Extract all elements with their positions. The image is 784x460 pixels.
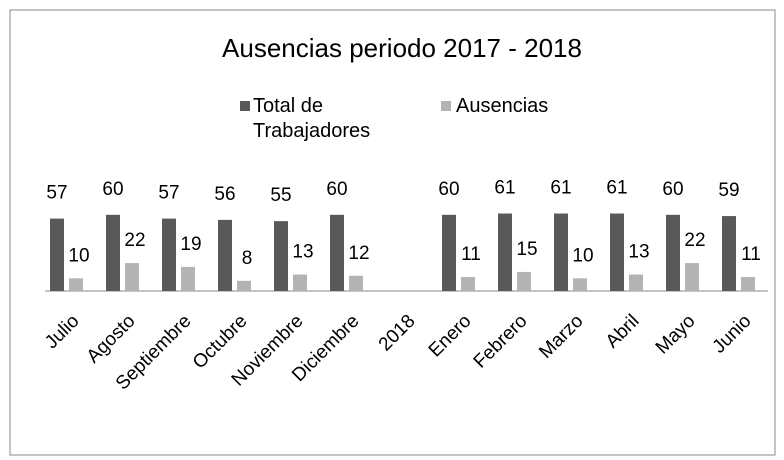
legend-label: Total de Trabajadores [253, 95, 371, 142]
data-label: 60 [662, 179, 683, 200]
bar [629, 274, 643, 291]
bar [69, 278, 83, 291]
legend-swatch [240, 101, 250, 111]
data-label: 59 [718, 180, 739, 201]
data-label: 61 [606, 178, 627, 199]
data-label: 11 [461, 244, 481, 265]
bar [274, 221, 288, 291]
bar [162, 218, 176, 291]
bar [349, 275, 363, 291]
bar [666, 214, 680, 291]
data-label: 10 [68, 245, 89, 266]
legend-label: Ausencias [456, 95, 549, 117]
bar [685, 263, 699, 291]
data-label: 57 [46, 183, 67, 204]
bar [741, 277, 755, 291]
bar [106, 214, 120, 291]
data-label: 22 [124, 230, 145, 251]
bar [50, 218, 64, 291]
bar [181, 266, 195, 291]
data-label: 12 [348, 243, 369, 264]
bar [330, 214, 344, 291]
data-label: 60 [102, 179, 123, 200]
bar [573, 278, 587, 291]
bar [517, 271, 531, 291]
data-label: 13 [628, 241, 649, 262]
chart-title: Ausencias periodo 2017 - 2018 [222, 33, 582, 63]
data-label: 15 [516, 239, 537, 260]
data-label: 19 [180, 234, 201, 255]
bar [442, 214, 456, 291]
bar [610, 213, 624, 291]
bar [498, 213, 512, 291]
data-label: 13 [292, 241, 313, 262]
data-label: 55 [270, 185, 291, 206]
bar [237, 280, 251, 291]
data-label: 56 [214, 184, 235, 205]
data-label: 8 [242, 248, 253, 269]
data-label: 57 [158, 183, 179, 204]
data-label: 10 [572, 245, 593, 266]
bar [218, 219, 232, 291]
bar [722, 216, 736, 291]
legend-swatch [441, 101, 451, 111]
bar [293, 274, 307, 291]
data-label: 11 [741, 244, 761, 265]
bar [461, 277, 475, 291]
data-label: 60 [326, 179, 347, 200]
data-label: 60 [438, 179, 459, 200]
data-label: 61 [494, 178, 515, 199]
data-label: 61 [550, 178, 571, 199]
bar [125, 263, 139, 291]
frame [9, 9, 776, 456]
bar [554, 213, 568, 291]
data-label: 22 [684, 230, 705, 251]
